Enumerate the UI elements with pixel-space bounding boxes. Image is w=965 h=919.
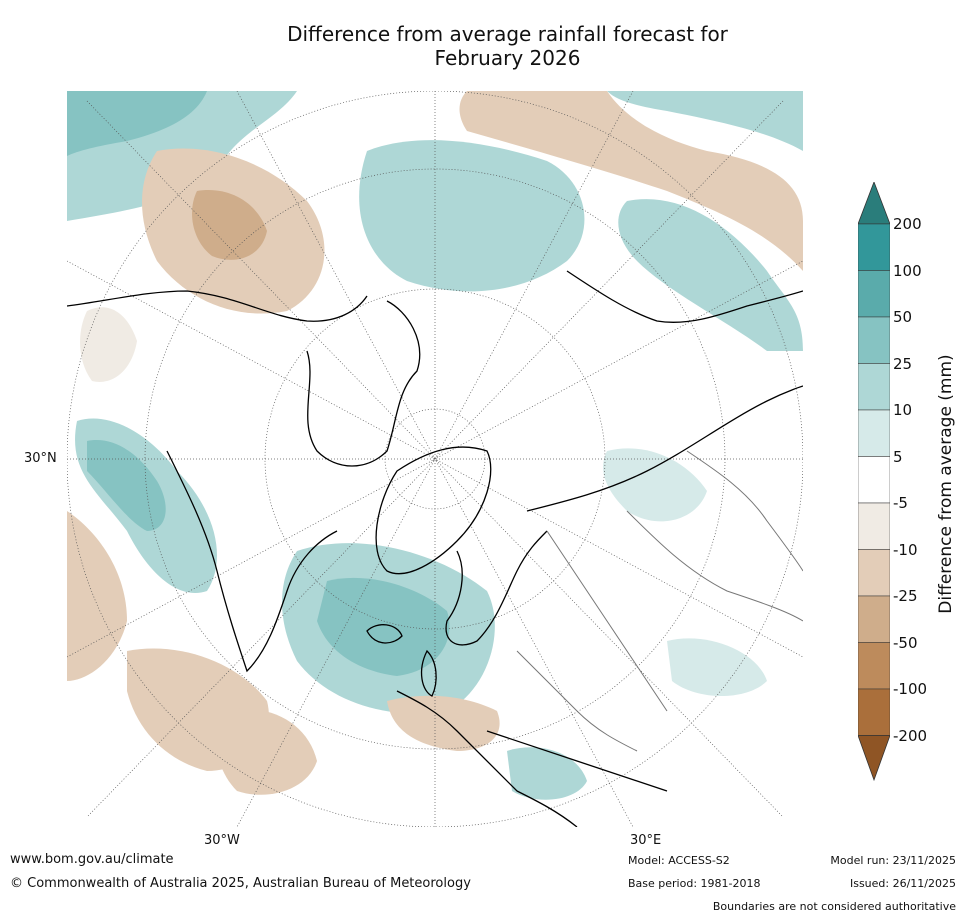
map-svg xyxy=(67,91,803,827)
teal-region-top-right xyxy=(607,91,803,151)
longitude-label-30w: 30°W xyxy=(204,833,240,848)
coastline-canada-arctic xyxy=(306,300,421,467)
colorbar-tick-100: 100 xyxy=(893,262,922,280)
colorbar-segment-minus100-minus50 xyxy=(858,642,890,690)
footer-copyright: © Commonwealth of Australia 2025, Austra… xyxy=(10,876,471,891)
latitude-label-30n: 30°N xyxy=(24,451,57,466)
brown-region-top xyxy=(459,91,803,271)
footer-model: Model: ACCESS-S2 xyxy=(628,854,730,867)
colorbar-tick-minus25: -25 xyxy=(893,587,918,605)
colorbar-tick-50: 50 xyxy=(893,308,913,326)
colorbar-segment-minus50-minus25 xyxy=(858,595,890,643)
coastline-europe xyxy=(396,690,578,827)
brown-region-pacific-south xyxy=(67,511,127,681)
coastline-north-america xyxy=(166,450,338,673)
colorbar-tick-25: 25 xyxy=(893,355,913,373)
colorbar-tick-minus200: -200 xyxy=(893,727,928,745)
teal-region-siberia xyxy=(618,199,803,351)
colorbar xyxy=(858,182,890,782)
footer-website: www.bom.gov.au/climate xyxy=(10,852,174,867)
border-china-mongolia xyxy=(686,450,803,572)
teal-region-north-pacific-core xyxy=(67,91,207,156)
coastline-alaska xyxy=(67,290,368,322)
colorbar-bottom-extension xyxy=(858,735,890,782)
brown-region-europe xyxy=(387,695,500,751)
coastline-uk xyxy=(420,649,437,697)
coastline-scandinavia xyxy=(445,530,548,646)
colorbar-top-extension xyxy=(858,182,890,225)
teal-region-central-asia xyxy=(603,448,707,522)
title-line-1: Difference from average rainfall forecas… xyxy=(287,22,728,46)
footer-disclaimer: Boundaries are not considered authoritat… xyxy=(712,900,956,913)
coastlines xyxy=(67,270,803,827)
teal-region-atlantic-core xyxy=(317,577,450,676)
rainfall-anomaly-map xyxy=(67,91,803,827)
border-europe-east xyxy=(516,650,638,752)
brown-region-atlantic-east xyxy=(215,708,317,795)
colorbar-segment-25-50 xyxy=(858,316,890,364)
colorbar-segment-minus200-minus100 xyxy=(858,688,890,736)
colorbar-tick-minus50: -50 xyxy=(893,634,918,652)
footer-issued: Issued: 26/11/2025 xyxy=(849,877,956,890)
border-russia-west xyxy=(546,530,668,712)
title-line-2: February 2026 xyxy=(434,46,581,70)
footer-base-period: Base period: 1981-2018 xyxy=(628,877,761,890)
footer-model-run: Model run: 23/11/2025 xyxy=(830,854,956,867)
meridian-210 xyxy=(236,91,634,827)
country-borders xyxy=(516,450,803,752)
teal-region-mediterranean xyxy=(507,747,587,800)
teal-region-arctic-canada xyxy=(359,140,585,292)
negative-anomaly-regions xyxy=(67,91,803,795)
colorbar-segment-minus25-minus10 xyxy=(858,549,890,597)
colorbar-tick-200: 200 xyxy=(893,215,922,233)
graticule xyxy=(67,91,803,827)
longitude-label-30e: 30°E xyxy=(630,833,662,848)
colorbar-tick-minus10: -10 xyxy=(893,541,918,559)
teal-region-asia-east xyxy=(667,638,767,696)
colorbar-segment-100-200 xyxy=(858,223,890,271)
coastline-greenland xyxy=(375,446,492,575)
coastline-mediterranean xyxy=(486,730,668,792)
brown-region-west-coast xyxy=(80,307,137,382)
border-kazakhstan xyxy=(626,510,803,622)
coastline-eurasia-north xyxy=(526,385,803,512)
coastline-siberia-coast xyxy=(566,270,803,323)
coastline-iceland xyxy=(366,624,403,644)
colorbar-tick-5: 5 xyxy=(893,448,903,466)
colorbar-title: Difference from average (mm) xyxy=(936,354,956,614)
colorbar-segment-5-10 xyxy=(858,409,890,457)
colorbar-tick-10: 10 xyxy=(893,401,913,419)
teal-region-pacific-west-core xyxy=(87,440,166,531)
colorbar-tick-minus100: -100 xyxy=(893,680,928,698)
brown-region-north-pacific-core xyxy=(192,190,267,260)
colorbar-segment-50-100 xyxy=(858,270,890,318)
positive-anomaly-regions xyxy=(67,91,803,800)
colorbar-segment-minus5-5 xyxy=(858,456,890,504)
colorbar-segment-minus10-minus5 xyxy=(858,502,890,550)
colorbar-tick-minus5: -5 xyxy=(893,494,908,512)
chart-title: Difference from average rainfall forecas… xyxy=(200,22,815,70)
colorbar-segment-10-25 xyxy=(858,363,890,411)
